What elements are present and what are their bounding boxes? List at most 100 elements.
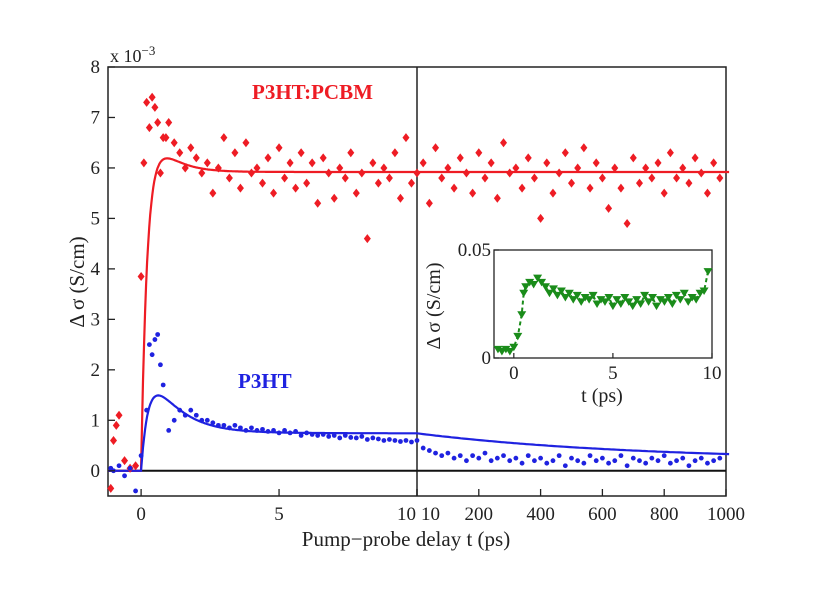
point-p3ht-pcbm — [413, 168, 421, 178]
point-p3ht — [661, 453, 667, 459]
point-p3ht — [587, 453, 593, 459]
inset-point — [632, 296, 642, 304]
point-p3ht-pcbm — [710, 158, 718, 168]
point-p3ht — [127, 465, 133, 471]
point-p3ht — [152, 337, 158, 342]
point-p3ht — [116, 463, 122, 469]
point-p3ht — [439, 453, 445, 459]
point-p3ht — [392, 438, 398, 443]
data-points — [107, 92, 724, 494]
point-p3ht — [414, 438, 420, 443]
point-p3ht — [249, 425, 254, 431]
inset-plot: 0 5 10 0 0.05 t (ps) Δ σ (S/cm) — [423, 240, 722, 407]
inset-point — [519, 289, 529, 298]
point-p3ht — [387, 437, 392, 442]
point-p3ht-pcbm — [679, 163, 687, 173]
point-p3ht — [326, 434, 332, 439]
y-tick-label: 8 — [91, 57, 101, 78]
point-p3ht-pcbm — [363, 234, 371, 244]
point-p3ht-pcbm — [203, 158, 211, 168]
point-p3ht — [488, 458, 494, 464]
point-p3ht — [204, 417, 210, 423]
inset-point — [616, 300, 626, 308]
point-p3ht-pcbm — [481, 173, 489, 183]
point-p3ht — [426, 448, 432, 453]
point-p3ht-pcbm — [580, 143, 588, 153]
point-p3ht-pcbm — [512, 163, 520, 173]
point-p3ht — [513, 455, 519, 461]
point-p3ht-pcbm — [450, 183, 458, 193]
point-p3ht — [507, 458, 513, 464]
point-p3ht-pcbm — [112, 420, 120, 430]
point-p3ht — [711, 458, 717, 464]
point-p3ht-pcbm — [462, 168, 470, 178]
point-p3ht-pcbm — [524, 153, 532, 163]
point-p3ht — [226, 425, 232, 431]
point-p3ht — [624, 463, 630, 469]
point-p3ht — [612, 458, 618, 464]
inset-point — [699, 287, 709, 296]
point-p3ht — [221, 422, 227, 428]
point-p3ht-pcbm — [654, 158, 662, 168]
x-tick-label: 5 — [274, 504, 284, 525]
point-p3ht — [210, 420, 216, 426]
point-p3ht-pcbm — [716, 173, 724, 183]
point-p3ht-pcbm — [391, 148, 399, 158]
point-p3ht-pcbm — [220, 133, 228, 143]
point-p3ht-pcbm — [697, 168, 705, 178]
point-p3ht-pcbm — [275, 143, 283, 153]
point-p3ht-pcbm — [286, 158, 294, 168]
point-p3ht — [637, 458, 642, 464]
inset-x-tick-label: 0 — [509, 363, 519, 384]
point-p3ht-pcbm — [253, 163, 261, 173]
point-p3ht — [698, 455, 704, 461]
inset-point — [517, 311, 527, 319]
inset-point — [596, 296, 606, 304]
point-p3ht — [282, 427, 287, 433]
point-p3ht — [667, 460, 673, 466]
point-p3ht-pcbm — [369, 158, 377, 168]
point-p3ht — [680, 455, 686, 461]
point-p3ht — [304, 430, 310, 436]
y-tick-label: 6 — [91, 158, 101, 179]
point-p3ht — [569, 455, 574, 461]
point-p3ht-pcbm — [385, 173, 393, 183]
inset-x-tick-label: 5 — [608, 363, 618, 384]
point-p3ht-pcbm — [561, 148, 569, 158]
point-p3ht — [215, 422, 221, 428]
point-p3ht — [544, 460, 550, 466]
x-tick-label: 10 — [421, 504, 440, 525]
point-p3ht-pcbm — [187, 143, 195, 153]
point-p3ht-pcbm — [145, 123, 153, 133]
series-label-p3ht: P3HT — [238, 369, 292, 393]
point-p3ht-pcbm — [347, 148, 355, 158]
point-p3ht-pcbm — [308, 158, 316, 168]
point-p3ht-pcbm — [402, 133, 410, 143]
point-p3ht — [122, 473, 127, 479]
inset-ticks: 0 5 10 0 0.05 — [458, 240, 722, 384]
point-p3ht — [381, 438, 387, 443]
point-p3ht — [193, 412, 199, 418]
inset-y-tick-label: 0.05 — [458, 240, 491, 261]
point-p3ht-pcbm — [635, 178, 643, 188]
inset-point — [537, 278, 547, 287]
point-p3ht — [364, 437, 370, 442]
x-tick-label: 800 — [650, 504, 679, 525]
multiplier-exponent: −3 — [142, 43, 156, 58]
inset-point — [525, 278, 535, 287]
point-p3ht-pcbm — [648, 173, 656, 183]
inset-data-points — [493, 268, 713, 356]
point-p3ht-pcbm — [506, 168, 514, 178]
point-p3ht-pcbm — [380, 163, 388, 173]
point-p3ht — [177, 407, 183, 413]
point-p3ht-pcbm — [673, 173, 681, 183]
inset-point — [659, 298, 669, 306]
inset-point — [556, 287, 566, 296]
point-p3ht-pcbm — [236, 183, 244, 193]
point-p3ht — [457, 453, 463, 459]
x-tick-label: 1000 — [707, 504, 745, 525]
point-p3ht — [199, 417, 205, 423]
series-label-p3ht-pcbm: P3HT:PCBM — [252, 80, 373, 104]
point-p3ht — [337, 435, 343, 441]
point-p3ht-pcbm — [586, 183, 594, 193]
